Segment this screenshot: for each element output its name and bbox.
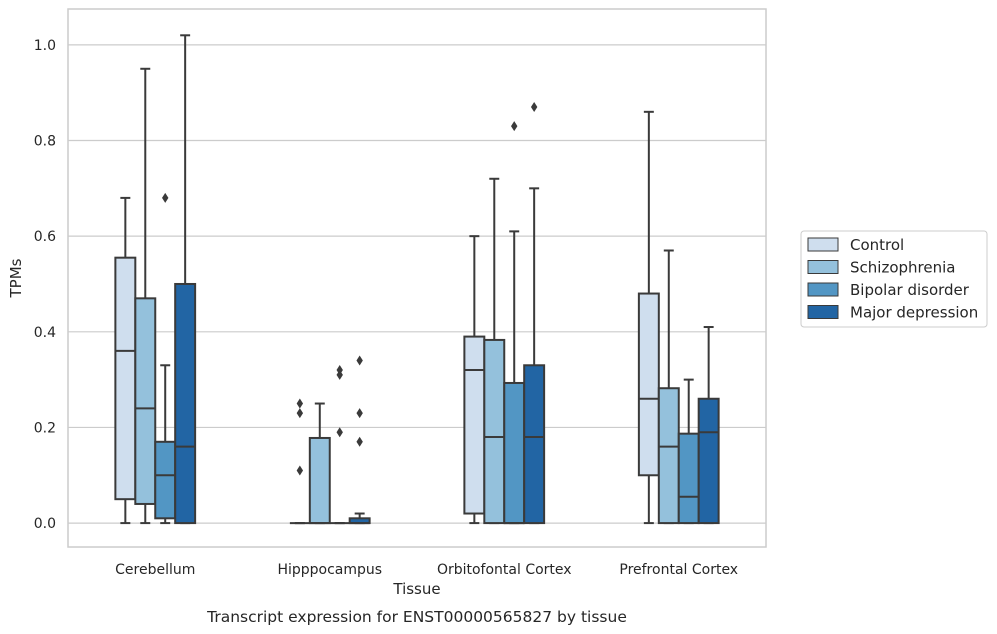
x-axis-label: Tissue	[392, 580, 440, 598]
x-tick-label: Hipppocampus	[277, 562, 382, 578]
box-iqr	[697, 397, 720, 525]
legend-label: Control	[850, 236, 904, 254]
legend-item: Major depression	[807, 304, 978, 322]
outlier-point	[296, 465, 304, 476]
box-iqr	[483, 338, 506, 525]
x-tick-label: Orbitofontal Cortex	[437, 562, 572, 578]
box-3-1	[657, 249, 680, 525]
legend-label: Bipolar disorder	[850, 281, 970, 299]
y-tick-label: 0.6	[34, 229, 56, 245]
box-iqr	[523, 364, 546, 525]
box-iqr	[134, 297, 157, 505]
y-tick-label: 0.0	[34, 516, 56, 532]
box-1-0	[289, 398, 310, 525]
outlier-point	[336, 427, 343, 438]
box-iqr	[463, 335, 486, 515]
box-iqr	[154, 440, 177, 520]
y-tick-label: 0.2	[34, 420, 56, 436]
box-iqr	[503, 381, 526, 525]
y-tick-label: 0.4	[34, 325, 56, 341]
legend-item: Schizophrenia	[807, 259, 955, 277]
box-2-2	[503, 121, 526, 525]
legend-swatch	[807, 305, 839, 319]
legend-frame	[800, 230, 988, 328]
figure-caption: Transcript expression for ENST0000056582…	[206, 608, 627, 626]
y-tick-label: 1.0	[34, 38, 56, 54]
box-2-1	[483, 177, 506, 525]
legend-item: Bipolar disorder	[807, 281, 970, 299]
box-3-0	[637, 110, 660, 525]
outlier-point	[162, 192, 169, 203]
outlier-point	[356, 408, 363, 419]
y-axis-label: TPMs	[7, 258, 25, 298]
legend-swatch	[807, 237, 839, 252]
x-tick-label: Cerebellum	[115, 562, 195, 578]
outlier-point	[336, 365, 343, 376]
y-tick-label: 0.8	[34, 134, 56, 150]
legend-item: Control	[807, 236, 904, 254]
box-iqr	[174, 282, 197, 525]
box-iqr	[308, 436, 331, 525]
box-iqr	[114, 256, 137, 501]
legend-label: Schizophrenia	[850, 259, 955, 277]
box-0-1	[134, 67, 157, 525]
box-0-2	[154, 192, 177, 525]
outlier-point	[296, 398, 304, 409]
outlier-point	[356, 355, 363, 366]
box-1-2	[329, 365, 350, 525]
box-iqr	[677, 432, 700, 525]
outlier-point	[356, 436, 363, 447]
box-plots	[114, 34, 720, 525]
box-2-3	[523, 102, 546, 525]
box-0-3	[174, 34, 197, 525]
box-iqr	[657, 387, 680, 525]
legend-swatch	[807, 282, 839, 297]
legend-swatch	[807, 260, 839, 274]
box-3-3	[697, 326, 720, 525]
x-tick-labels: Cerebellum Hipppocampus Orbitofontal Corte…	[115, 562, 738, 578]
box-1-1	[308, 402, 331, 525]
box-iqr	[637, 292, 660, 477]
outlier-point	[511, 121, 518, 132]
y-tick-labels: 0.0 0.2 0.4 0.6 0.8 1.0	[34, 38, 56, 532]
box-1-3	[348, 355, 371, 525]
outlier-point	[296, 408, 304, 419]
outlier-point	[530, 102, 538, 113]
x-tick-label: Prefrontal Cortex	[619, 562, 738, 578]
legend: Control Schizophrenia Bipolar disorder Majo…	[800, 230, 988, 328]
legend-label: Major depression	[850, 304, 978, 322]
